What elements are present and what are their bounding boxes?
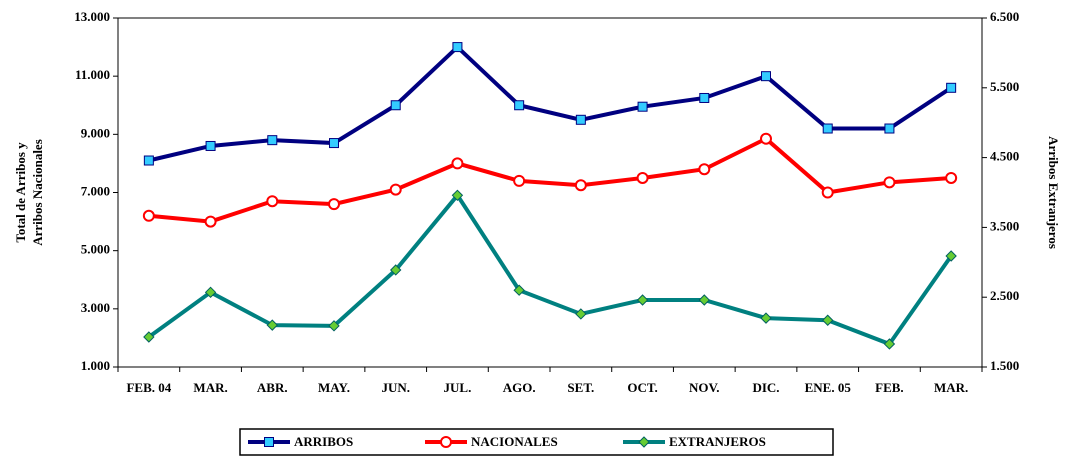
series-line <box>148 44 953 163</box>
point <box>698 294 710 306</box>
point <box>329 138 339 149</box>
plot-frame <box>117 17 983 368</box>
point <box>821 186 834 199</box>
y2-axis-title: Arribos Extranjeros <box>1046 136 1061 249</box>
y2-tick-label: 1.500 <box>990 358 1019 373</box>
point <box>822 314 834 326</box>
point <box>390 100 401 111</box>
point <box>883 338 896 350</box>
x-tick-label: JUN. <box>381 380 410 395</box>
point <box>760 132 772 145</box>
y-tick-label: 3.000 <box>81 300 110 315</box>
y-tick-label: 11.000 <box>75 67 110 82</box>
point <box>328 198 340 211</box>
point <box>945 250 957 262</box>
point <box>637 101 648 112</box>
point <box>945 171 958 184</box>
point <box>514 100 525 111</box>
y2-tick-label: 6.500 <box>990 9 1019 24</box>
legend-label: NACIONALES <box>471 434 558 449</box>
point <box>452 42 463 53</box>
point <box>267 135 278 146</box>
point <box>204 215 217 228</box>
y-tick-label: 7.000 <box>81 183 110 198</box>
point <box>266 195 279 208</box>
point <box>389 183 402 196</box>
y2-tick-label: 3.500 <box>990 218 1019 233</box>
y2-tick-label: 2.500 <box>990 288 1019 303</box>
y-tick-label: 13.000 <box>74 9 110 24</box>
y2-tick-label: 5.500 <box>990 79 1019 94</box>
point <box>883 176 896 189</box>
x-tick-label: FEB. 04 <box>126 380 171 395</box>
point <box>328 320 340 332</box>
series-line <box>147 191 953 347</box>
point <box>575 308 587 320</box>
point <box>513 284 525 296</box>
x-tick-label: JUL. <box>444 380 472 395</box>
y-tick-label: 5.000 <box>81 242 110 257</box>
point <box>636 294 649 306</box>
point <box>143 331 155 343</box>
point <box>761 71 771 82</box>
point <box>142 209 155 222</box>
legend-label: ARRIBOS <box>294 434 353 449</box>
point <box>760 312 772 324</box>
x-tick-label: NOV. <box>689 380 719 395</box>
legend-marker <box>264 437 274 447</box>
x-tick-label: MAR. <box>193 380 227 395</box>
x-tick-label: ABR. <box>257 380 288 395</box>
y-tick-label: 1.000 <box>81 358 110 373</box>
legend-marker <box>440 436 452 448</box>
point <box>204 286 217 299</box>
point <box>698 163 711 176</box>
y-tick-label: 9.000 <box>81 125 110 140</box>
y-axis-title: Total de Arribos y <box>13 142 28 243</box>
point <box>884 123 895 134</box>
point <box>451 189 464 201</box>
y-axis-title: Arribos Nacionales <box>30 139 45 246</box>
point <box>574 179 587 192</box>
point <box>266 319 278 331</box>
series-line <box>148 136 952 224</box>
point <box>575 114 586 125</box>
x-tick-label: FEB. <box>875 380 904 395</box>
point <box>390 264 402 276</box>
x-tick-label: ENE. 05 <box>805 380 852 395</box>
point <box>822 123 833 134</box>
x-tick-label: OCT. <box>627 380 657 395</box>
point <box>946 82 957 93</box>
point <box>636 171 649 184</box>
legend-label: EXTRANJEROS <box>669 434 766 449</box>
legend-marker <box>638 436 650 448</box>
point <box>451 157 464 170</box>
point <box>699 92 710 103</box>
x-tick-label: MAR. <box>934 380 968 395</box>
legend-box <box>239 428 834 456</box>
point <box>513 174 526 187</box>
point <box>143 155 154 166</box>
x-tick-label: DIC. <box>752 380 779 395</box>
x-tick-label: SET. <box>567 380 594 395</box>
x-tick-label: AGO. <box>503 380 536 395</box>
y2-tick-label: 4.500 <box>990 149 1019 164</box>
point <box>205 140 216 151</box>
x-tick-label: MAY. <box>318 380 350 395</box>
